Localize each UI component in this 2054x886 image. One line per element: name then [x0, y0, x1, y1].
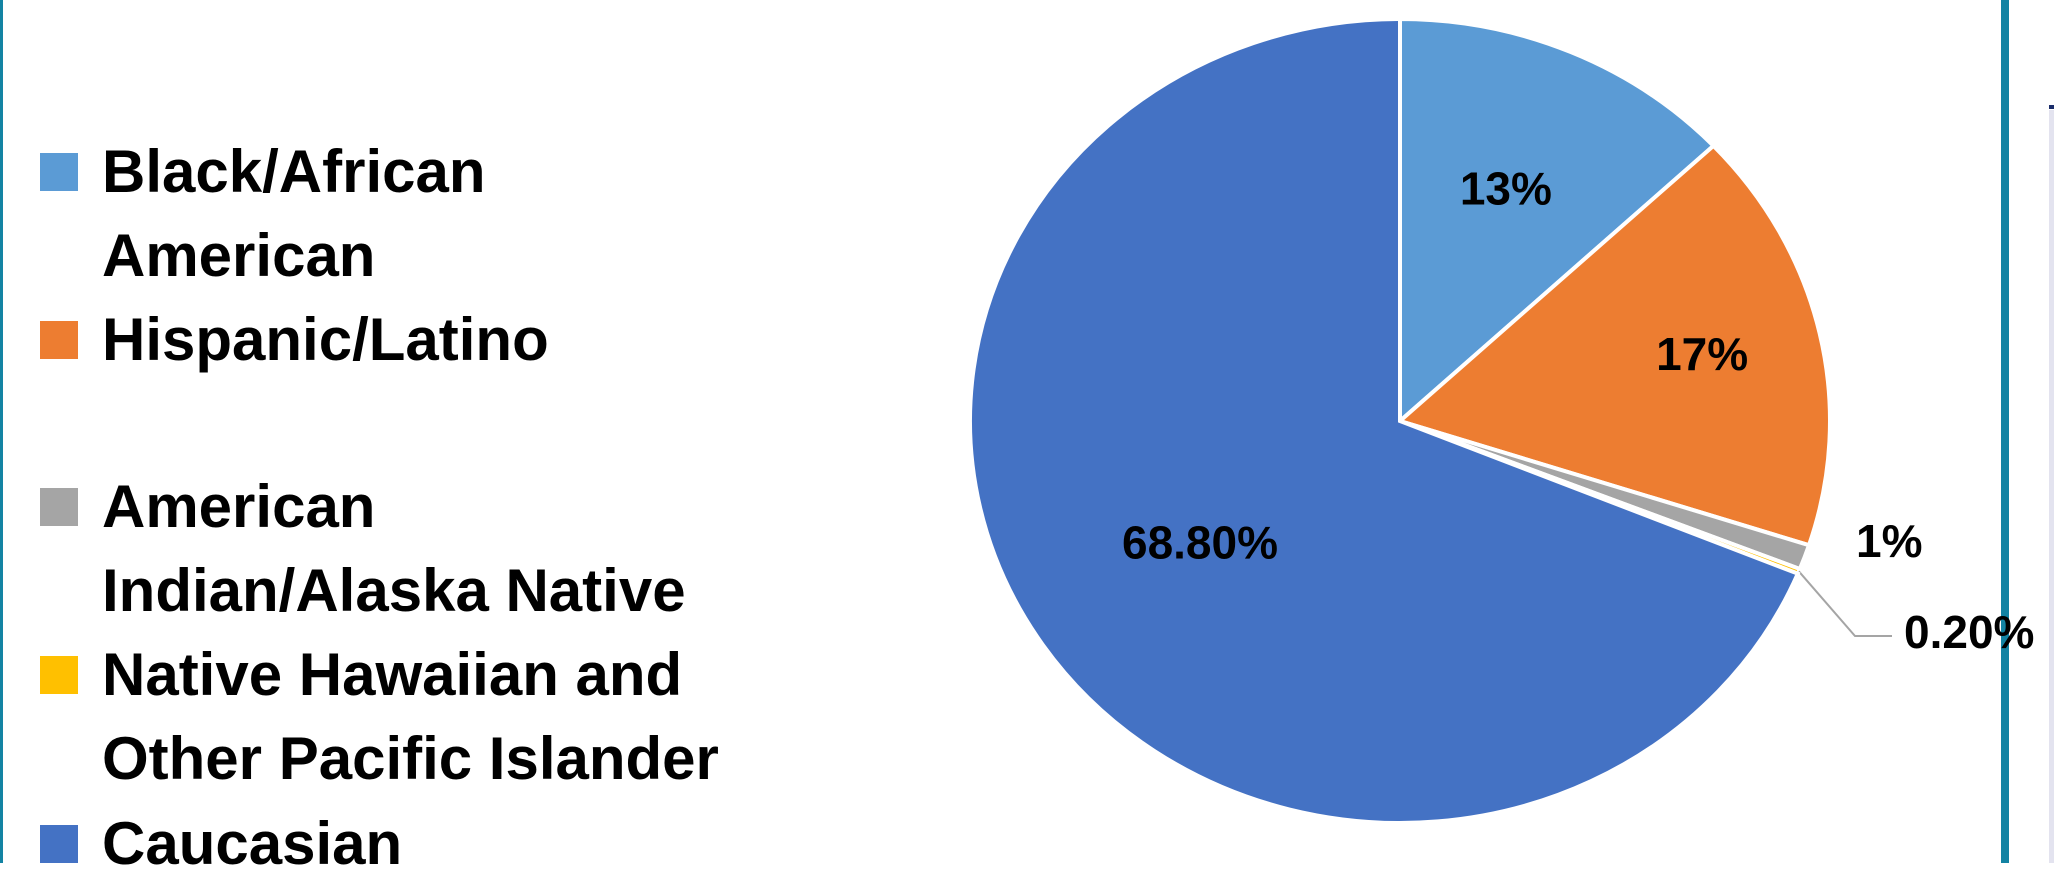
pie-slice-black-african-american — [1398, 16, 1717, 426]
pie-chart: 13% 17% 1% 0.20% 68.80% — [968, 16, 2034, 825]
legend-swatch-caucasian — [40, 825, 78, 863]
data-label-black-african-american: 13% — [1460, 162, 1552, 214]
right-border — [2001, 0, 2009, 863]
left-border — [0, 0, 3, 863]
pie-slice-hispanic-latino — [1395, 143, 1832, 548]
data-label-caucasian: 68.80% — [1122, 517, 1278, 569]
legend-label-native-hawaiian-pacific-islander: Native Hawaiian and Other Pacific Island… — [102, 641, 719, 792]
legend-label-hispanic-latino: Hispanic/Latino — [102, 306, 549, 373]
legend-label-american-indian-alaska-native: American Indian/Alaska Native — [102, 473, 686, 624]
legend-swatch-black-african-american — [40, 153, 78, 191]
data-label-american-indian-alaska-native: 1% — [1856, 515, 1922, 567]
data-label-native-hawaiian-and-other-pacific-islander: 0.20% — [1904, 606, 2034, 658]
legend-label-caucasian: Caucasian — [102, 810, 403, 877]
adjacent-panel — [2049, 110, 2054, 863]
pie-slice-caucasian — [968, 16, 1801, 825]
data-label-hispanic-latino: 17% — [1656, 328, 1748, 380]
legend-swatch-native-hawaiian-pacific-islander — [40, 656, 78, 694]
leader-line-native-hawaiian-and-other-pacific-islander — [1798, 570, 1892, 637]
legend-label-black-african-american: Black/African American — [102, 138, 486, 289]
legend-swatch-hispanic-latino — [40, 321, 78, 359]
adjacent-panel-header — [2049, 0, 2054, 109]
legend-swatch-american-indian-alaska-native — [40, 488, 78, 526]
